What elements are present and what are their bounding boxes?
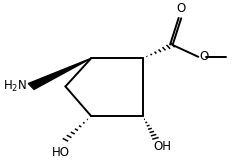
Text: HO: HO <box>52 146 70 159</box>
Text: O: O <box>176 2 186 15</box>
Text: O: O <box>199 50 209 63</box>
Text: H$_2$N: H$_2$N <box>3 79 27 94</box>
Polygon shape <box>28 58 91 89</box>
Text: OH: OH <box>153 140 171 153</box>
